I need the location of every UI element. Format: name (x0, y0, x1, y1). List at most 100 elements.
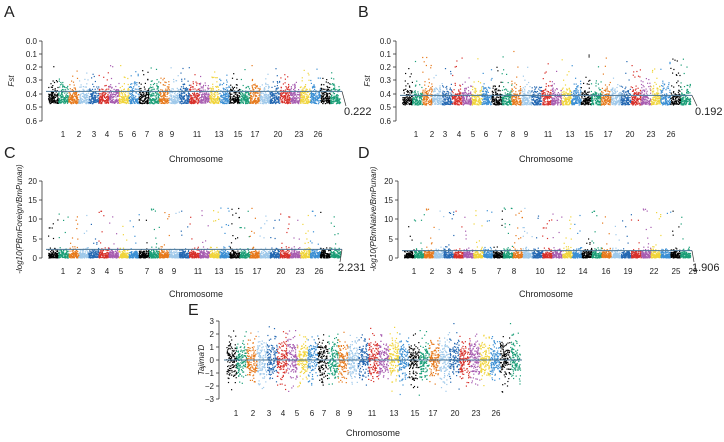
data-point (476, 95, 478, 98)
data-point (102, 97, 104, 99)
data-point (505, 101, 507, 103)
data-point (233, 100, 235, 102)
data-point (182, 67, 184, 70)
data-point (247, 98, 249, 100)
data-point (55, 94, 57, 96)
data-point (86, 89, 88, 91)
data-point (445, 103, 447, 105)
data-point (220, 96, 222, 98)
data-point (176, 95, 179, 97)
data-point (150, 102, 152, 104)
data-point (141, 97, 143, 99)
data-point (85, 102, 87, 105)
data-point (145, 97, 147, 99)
data-point (190, 84, 192, 86)
data-point (233, 102, 235, 104)
data-point (134, 98, 136, 100)
data-point (141, 103, 143, 105)
data-point (331, 72, 333, 74)
data-point (435, 103, 437, 105)
data-point (212, 86, 214, 88)
data-point (141, 95, 143, 97)
data-point (158, 99, 161, 102)
data-point (335, 100, 337, 103)
data-point (184, 78, 186, 80)
data-point (474, 89, 476, 91)
data-point (80, 86, 82, 88)
data-point (191, 102, 193, 104)
data-point (239, 93, 242, 95)
data-point (186, 95, 188, 97)
data-point (57, 93, 59, 95)
data-point (461, 98, 463, 100)
data-point (185, 99, 187, 101)
data-point (68, 97, 70, 99)
data-point (406, 95, 408, 97)
data-point (177, 97, 179, 99)
data-point (298, 97, 300, 99)
data-point (196, 82, 198, 84)
data-point (240, 97, 243, 100)
data-point (243, 97, 245, 99)
data-point (50, 92, 53, 94)
data-point (402, 101, 404, 104)
data-point (303, 100, 305, 102)
data-point (239, 101, 242, 103)
data-point (484, 103, 486, 105)
data-point (430, 88, 432, 90)
data-point (506, 102, 508, 104)
data-point (424, 98, 426, 100)
data-point (215, 101, 217, 103)
data-point (492, 87, 494, 89)
data-point (274, 98, 276, 100)
data-point (338, 89, 340, 91)
data-point (295, 81, 297, 83)
data-point (222, 99, 224, 101)
data-point (321, 83, 323, 86)
data-point (87, 101, 89, 103)
data-point (459, 88, 462, 90)
data-point (72, 98, 74, 100)
data-point (323, 91, 325, 93)
data-point (201, 101, 203, 103)
data-point (204, 95, 206, 97)
data-point (414, 103, 417, 105)
data-point (124, 95, 126, 97)
data-point (444, 99, 446, 101)
data-point (499, 90, 501, 92)
data-point (498, 85, 500, 88)
data-point (460, 102, 462, 104)
data-point (472, 100, 474, 102)
data-point (223, 101, 225, 103)
data-point (177, 99, 179, 101)
data-point (287, 95, 289, 97)
data-point (296, 97, 298, 99)
data-point (115, 91, 117, 93)
data-point (500, 81, 502, 83)
x-axis-title: Chromosome (169, 154, 223, 164)
data-point (58, 95, 60, 97)
data-point (229, 92, 231, 95)
data-point (486, 95, 488, 97)
data-point (464, 91, 466, 94)
data-point (269, 98, 271, 100)
x-tick-label: 13 (215, 130, 224, 139)
data-point (194, 93, 196, 95)
data-point (457, 104, 459, 106)
data-point (169, 102, 171, 104)
data-point (166, 99, 168, 101)
data-point (153, 82, 156, 85)
data-point (169, 91, 171, 94)
data-point (405, 88, 407, 90)
data-point (143, 86, 145, 88)
data-point (315, 94, 317, 96)
data-point (71, 89, 73, 91)
data-point (483, 103, 485, 105)
data-point (255, 85, 257, 87)
data-point (333, 88, 335, 90)
data-point (173, 78, 175, 81)
data-point (201, 96, 203, 98)
data-point (226, 74, 228, 76)
data-point (462, 92, 464, 94)
data-point (419, 84, 421, 86)
